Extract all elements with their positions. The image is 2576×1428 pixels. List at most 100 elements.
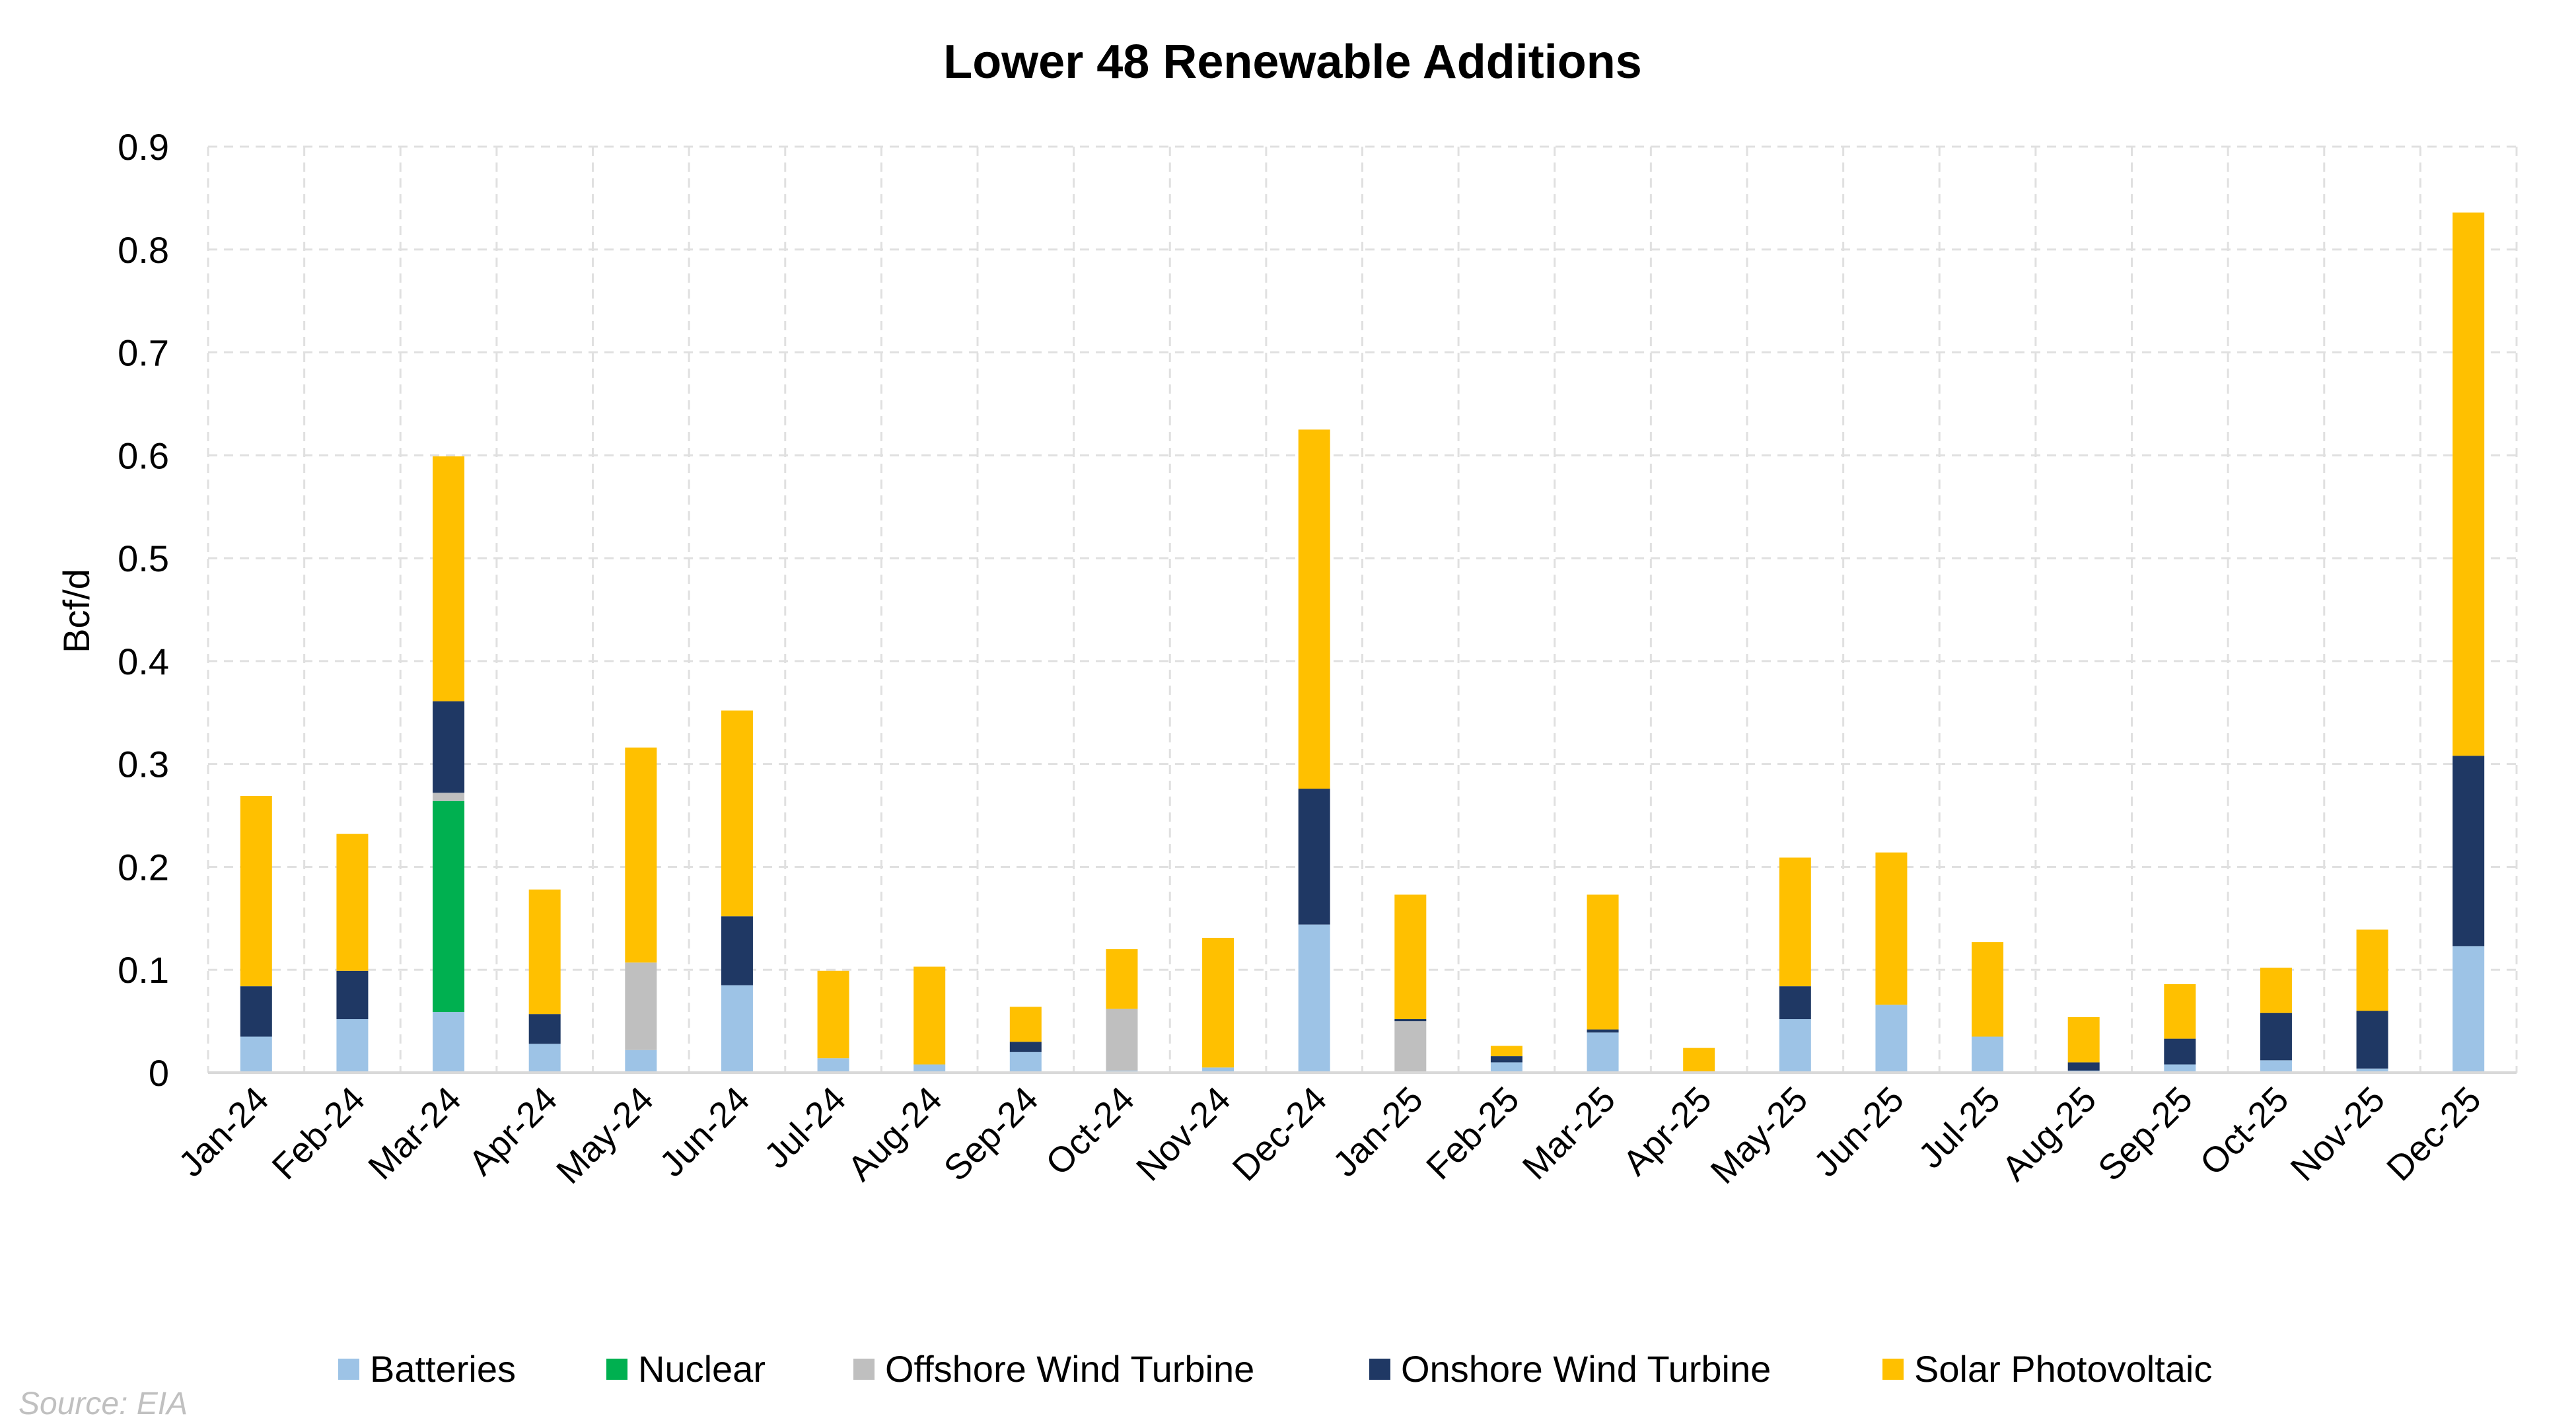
x-tick-label: May-24: [549, 1079, 661, 1192]
bar-segment: [2356, 1068, 2388, 1073]
x-tick-label: Jul-25: [1911, 1079, 2007, 1176]
y-tick-label: 0.3: [118, 744, 169, 785]
x-tick-label: Jun-25: [1807, 1079, 1912, 1184]
bar-segment: [1298, 789, 1330, 925]
bar-segment: [2164, 984, 2196, 1039]
bar-segment: [2356, 1011, 2388, 1069]
bar-segment: [1009, 1052, 1042, 1073]
x-tick-label: Oct-24: [1038, 1079, 1142, 1183]
bar-segment: [1779, 1018, 1811, 1073]
x-tick-label: Mar-25: [1515, 1079, 1623, 1187]
bar-segment: [336, 1018, 369, 1073]
x-tick-label: Aug-25: [1995, 1079, 2104, 1189]
x-tick-label: Jun-24: [652, 1079, 757, 1184]
x-tick-label: Jan-24: [171, 1079, 276, 1184]
y-tick-label: 0.9: [118, 126, 169, 168]
legend-label: Nuclear: [638, 1348, 766, 1390]
x-tick-label: Sep-25: [2091, 1079, 2200, 1189]
legend-swatch: [338, 1359, 359, 1380]
bar-segment: [1009, 1007, 1042, 1042]
bar-segment: [1490, 1056, 1522, 1063]
bar-segment: [1009, 1042, 1042, 1052]
x-tick-label: May-25: [1703, 1079, 1816, 1192]
y-tick-label: 0.4: [118, 641, 169, 682]
bar-segment: [336, 970, 369, 1019]
bar-segment: [1683, 1048, 1715, 1072]
bar-segment: [2067, 1017, 2100, 1063]
bar-segment: [2452, 756, 2485, 946]
x-tick-label: Nov-24: [1129, 1079, 1238, 1189]
bar-segment: [1106, 949, 1138, 1009]
bar-segment: [721, 985, 753, 1073]
x-tick-label: Oct-25: [2192, 1079, 2296, 1183]
bar-segment: [1202, 1067, 1234, 1073]
bar-segment: [2260, 1013, 2292, 1061]
y-axis-label: Bcf/d: [55, 569, 97, 653]
x-tick-label: Nov-25: [2283, 1079, 2393, 1189]
legend-label: Solar Photovoltaic: [1914, 1348, 2212, 1390]
bar-segment: [625, 1050, 657, 1073]
bar-segment: [1972, 1036, 2004, 1073]
y-tick-label: 0.6: [118, 435, 169, 476]
legend: Batteries Nuclear Offshore Wind Turbine Ons…: [338, 1348, 2212, 1390]
legend-swatch: [1882, 1359, 1904, 1380]
bar-segment: [1779, 857, 1811, 987]
source-note: Source: EIA: [18, 1386, 188, 1421]
bar-segment: [1490, 1046, 1522, 1057]
y-tick-label: 0.7: [118, 332, 169, 374]
bar-segment: [1394, 1021, 1427, 1073]
bars: [240, 212, 2485, 1073]
legend-label: Batteries: [370, 1348, 516, 1390]
x-tick-label: Jul-24: [757, 1079, 853, 1176]
bar-segment: [2260, 1060, 2292, 1073]
bar-segment: [1490, 1062, 1522, 1073]
chart-title: Lower 48 Renewable Additions: [943, 36, 1642, 89]
legend-label: Offshore Wind Turbine: [885, 1348, 1254, 1390]
bar-segment: [1394, 1018, 1427, 1022]
bar-segment: [2452, 946, 2485, 1073]
legend-swatch: [606, 1359, 627, 1380]
bar-segment: [240, 1036, 272, 1073]
bar-segment: [1298, 429, 1330, 789]
bar-segment: [817, 1058, 849, 1073]
bar-segment: [336, 834, 369, 971]
bar-segment: [1587, 1029, 1619, 1033]
bar-segment: [2164, 1038, 2196, 1065]
bar-segment: [528, 1014, 561, 1044]
bar-segment: [1875, 1005, 1908, 1073]
bar-segment: [1106, 1009, 1138, 1071]
bar-segment: [433, 456, 465, 701]
bar-segment: [433, 801, 465, 1013]
x-tick-label: Dec-25: [2379, 1079, 2489, 1189]
bar-segment: [240, 986, 272, 1037]
y-tick-label: 0: [149, 1052, 169, 1094]
bar-segment: [433, 701, 465, 793]
bar-segment: [1972, 942, 2004, 1037]
bar-segment: [1394, 894, 1427, 1019]
bar-segment: [2452, 212, 2485, 756]
bar-segment: [2067, 1062, 2100, 1071]
x-tick-label: Feb-25: [1419, 1079, 1526, 1187]
bar-segment: [1587, 894, 1619, 1030]
gridlines: [207, 145, 2518, 1073]
bar-segment: [625, 747, 657, 963]
x-tick-label: Apr-25: [1616, 1079, 1719, 1183]
bar-segment: [528, 889, 561, 1015]
bar-segment: [2356, 929, 2388, 1011]
bar-segment: [433, 793, 465, 801]
bar-segment: [433, 1012, 465, 1073]
legend-swatch: [853, 1359, 875, 1380]
x-tick-label: Feb-24: [265, 1079, 373, 1187]
bar-segment: [913, 1064, 946, 1073]
legend-label: Onshore Wind Turbine: [1401, 1348, 1771, 1390]
x-tick-label: Dec-24: [1225, 1079, 1335, 1189]
x-tick-label: Apr-24: [461, 1079, 565, 1183]
bar-segment: [1587, 1032, 1619, 1073]
x-tick-label: Jan-25: [1326, 1079, 1431, 1184]
bar-segment: [721, 710, 753, 917]
bar-segment: [528, 1044, 561, 1073]
y-tick-label: 0.5: [118, 538, 169, 579]
bar-segment: [1202, 937, 1234, 1068]
